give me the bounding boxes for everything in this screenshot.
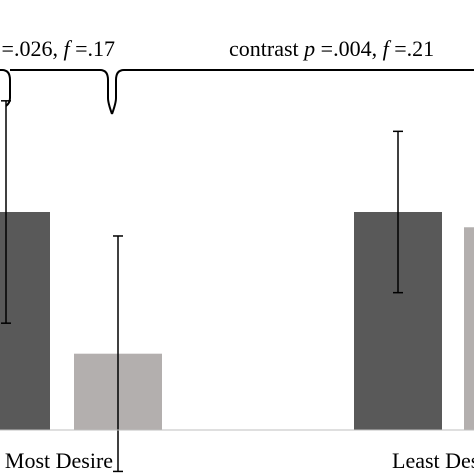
bracket-left bbox=[0, 69, 11, 107]
bar-most-desire-series-1 bbox=[0, 212, 50, 430]
category-label-most-desire: Most Desire bbox=[5, 448, 113, 473]
contrast-annotation-2: contrast p =.004, f =.21 bbox=[229, 36, 434, 61]
bracket-left-second bbox=[111, 69, 474, 115]
error-bars-group bbox=[1, 100, 403, 473]
error-bar-least-desire-series-1 bbox=[393, 130, 403, 294]
error-bar-most-desire-series-2 bbox=[113, 235, 123, 473]
error-bar-most-desire-series-1 bbox=[1, 100, 11, 324]
category-label-least-desire: Least Desire bbox=[392, 448, 474, 473]
contrast-annotation-1: contrast p =.026, f =.17 bbox=[0, 36, 115, 61]
bars-group bbox=[0, 212, 474, 430]
bracket-right-first bbox=[10, 69, 113, 115]
contrast-brackets bbox=[0, 69, 474, 115]
bar-least-desire-series-2 bbox=[464, 227, 474, 430]
